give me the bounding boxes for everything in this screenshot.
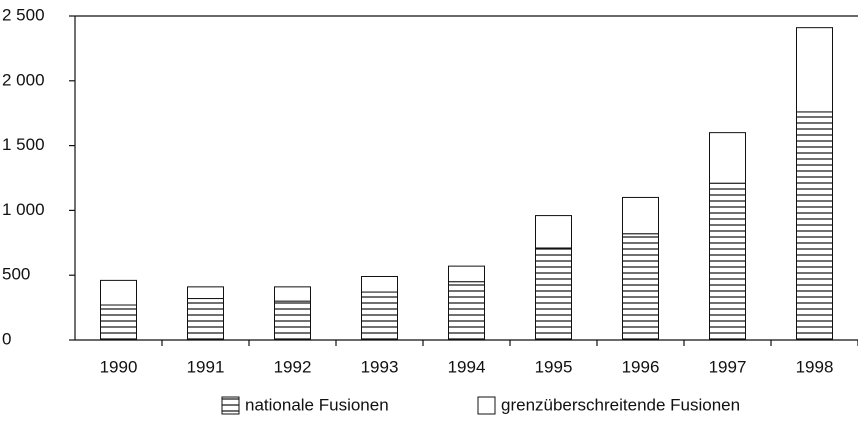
x-tick-label: 1993 [361, 357, 399, 376]
bar-segment [187, 286, 224, 300]
x-tick-label: 1991 [187, 357, 225, 376]
y-tick-label: 2 500 [2, 5, 45, 24]
bar-segment [796, 111, 833, 341]
bar-segment [274, 300, 311, 341]
y-tick-label: 500 [2, 265, 30, 284]
y-tick-label: 2 000 [2, 70, 45, 89]
bar-segment [535, 247, 572, 341]
bar-segment [274, 286, 311, 302]
x-tick-label: 1996 [622, 357, 660, 376]
bar-segment [448, 281, 485, 341]
legend-swatch [221, 396, 240, 415]
x-tick-label: 1997 [709, 357, 747, 376]
bar-segment [622, 233, 659, 341]
y-tick-label: 1 000 [2, 200, 45, 219]
bar-segment [361, 291, 398, 341]
bar-segment [100, 279, 137, 306]
y-tick-label: 1 500 [2, 135, 45, 154]
bar-segment [709, 132, 746, 184]
x-tick-label: 1998 [796, 357, 834, 376]
bar-segment [100, 304, 137, 341]
legend-label: nationale Fusionen [245, 395, 389, 414]
x-tick-label: 1994 [448, 357, 486, 376]
bar-segment [709, 182, 746, 341]
bar-segment [796, 27, 833, 113]
bar-segment [361, 275, 398, 293]
bar-segment [535, 215, 572, 249]
x-tick-label: 1992 [274, 357, 312, 376]
legend-swatch [477, 396, 496, 415]
x-tick-label: 1990 [100, 357, 138, 376]
bar-segment [622, 196, 659, 235]
bar-segment [448, 265, 485, 283]
y-tick-label: 0 [2, 329, 11, 348]
bar-segment [187, 298, 224, 341]
legend-label: grenzüberschreitende Fusionen [501, 395, 740, 414]
x-tick-label: 1995 [535, 357, 573, 376]
